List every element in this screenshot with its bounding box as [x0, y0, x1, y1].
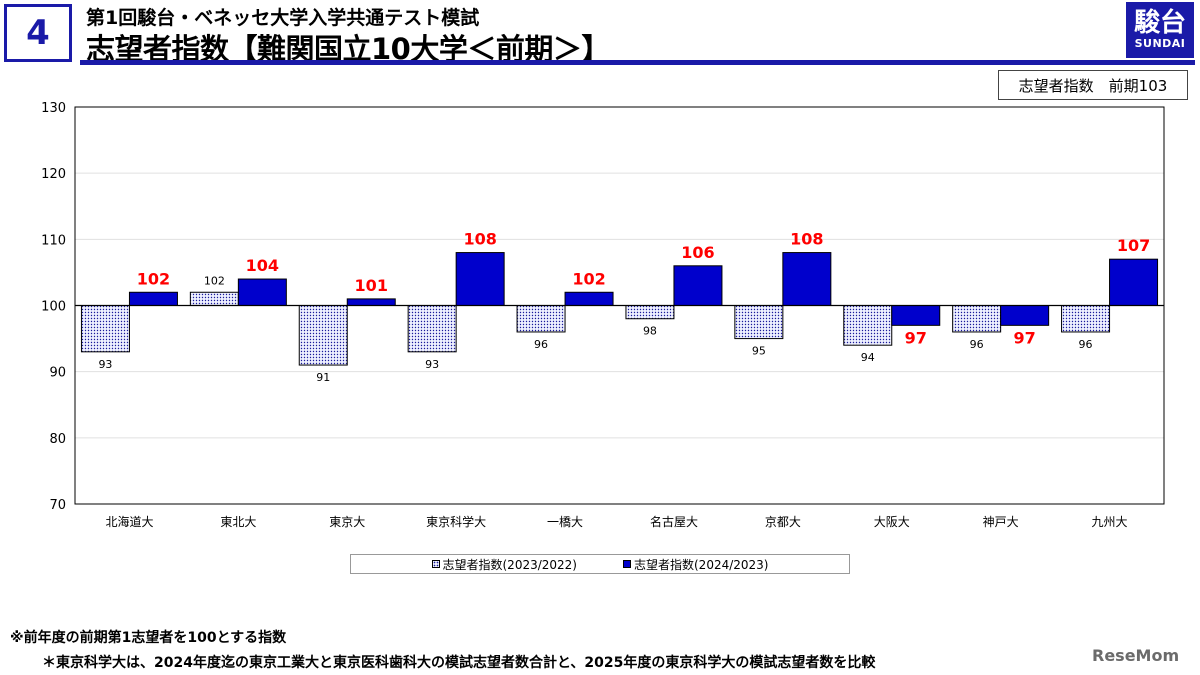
bar-2024-5	[673, 265, 723, 307]
bar-chart: 93 102 102 104 91 101 93 108 96 102 98 106 95 108 94 97…	[41, 101, 1165, 529]
bar-2023-5	[625, 305, 675, 320]
data-label-2023-4: 96	[534, 338, 548, 351]
bar-2024-4	[564, 291, 614, 306]
header-rule	[80, 60, 1195, 65]
legend-label-2024: 志望者指数(2024/2023)	[634, 557, 769, 572]
bar-2024-1	[237, 278, 287, 307]
page-subtitle: 第1回駿台・ベネッセ大学入学共通テスト模試	[86, 7, 480, 29]
bar-2023-4	[516, 305, 566, 333]
x-tick-label-4: 一橋大	[547, 515, 583, 529]
slide-number: 4	[4, 4, 72, 62]
y-tick-label-130: 130	[41, 101, 66, 116]
legend-swatch-solid	[623, 560, 631, 568]
data-label-2024-3: 108	[463, 230, 496, 249]
data-label-2023-9: 96	[1079, 338, 1093, 351]
labels-layer: 93 102 102 104 91 101 93 108 96 102 98 106 95 108 94 97…	[98, 230, 1150, 384]
bar-2023-8	[952, 305, 1002, 333]
x-tick-label-7: 大阪大	[874, 515, 910, 529]
bar-2024-9	[1109, 258, 1159, 306]
data-label-2023-8: 96	[970, 338, 984, 351]
data-label-2024-2: 101	[355, 276, 388, 295]
data-label-2023-5: 98	[643, 325, 657, 338]
data-label-2023-3: 93	[425, 358, 439, 371]
axis-layer: 70 80 90 100 110 120 130 北海道大 東北大 東京大 東京科学大 一橋大 名古屋大…	[41, 101, 1165, 529]
x-tick-label-2: 東京大	[329, 515, 365, 529]
bar-2024-2	[346, 298, 396, 306]
resemom-watermark: ReseMom	[1092, 646, 1180, 665]
bar-2024-8	[1000, 305, 1050, 326]
data-label-2023-2: 91	[316, 371, 330, 384]
y-tick-label-120: 120	[41, 167, 66, 182]
x-tick-label-5: 名古屋大	[650, 514, 698, 529]
data-label-2024-0: 102	[137, 269, 170, 288]
data-label-2024-6: 108	[790, 230, 823, 249]
bar-2023-1	[189, 291, 239, 306]
x-tick-label-9: 九州大	[1092, 515, 1128, 529]
y-tick-label-90: 90	[49, 366, 66, 381]
data-label-2024-1: 104	[246, 256, 279, 275]
bar-2024-6	[782, 252, 832, 306]
data-label-2024-4: 102	[572, 269, 605, 288]
data-label-2024-7: 97	[905, 328, 927, 347]
data-label-2024-9: 107	[1117, 236, 1150, 255]
bar-2023-9	[1061, 305, 1111, 333]
bars-layer	[80, 252, 1159, 366]
logo-main-text: 駿台	[1133, 8, 1186, 38]
y-tick-label-70: 70	[49, 498, 66, 513]
x-tick-label-6: 京都大	[765, 515, 801, 529]
bar-2023-7	[843, 305, 893, 346]
bar-2024-3	[455, 252, 505, 306]
sundai-logo: 駿台 SUNDAI	[1126, 2, 1194, 58]
x-tick-label-3: 東京科学大	[426, 514, 486, 529]
data-label-2024-8: 97	[1014, 328, 1036, 347]
logo-sub-text: SUNDAI	[1134, 37, 1186, 50]
data-label-2023-7: 94	[861, 351, 875, 364]
x-tick-label-0: 北海道大	[105, 514, 153, 529]
y-tick-label-80: 80	[49, 432, 66, 447]
data-label-2023-6: 95	[752, 345, 766, 358]
bar-2024-7	[891, 305, 941, 326]
chart-legend: 志望者指数(2023/2022) 志望者指数(2024/2023)	[350, 554, 850, 574]
bar-2023-0	[80, 305, 130, 353]
legend-label-2023: 志望者指数(2023/2022)	[442, 557, 578, 572]
x-tick-label-1: 東北大	[220, 515, 256, 529]
footnote-index-definition: ※前年度の前期第1志望者を100とする指数	[10, 630, 287, 646]
bar-2024-0	[128, 291, 178, 306]
legend-item-2024: 志望者指数(2024/2023)	[623, 556, 769, 573]
data-label-2024-5: 106	[681, 243, 714, 262]
summary-box: 志望者指数 前期103	[998, 70, 1188, 100]
x-tick-label-8: 神戸大	[983, 515, 1019, 529]
bar-2023-2	[298, 305, 348, 366]
footnote-kagaku-dai: ＊東京科学大は、2024年度迄の東京工業大と東京医科歯科大の模試志望者数合計と、…	[42, 655, 876, 671]
bar-2023-6	[734, 305, 784, 340]
bar-2023-3	[407, 305, 457, 353]
data-label-2023-1: 102	[204, 274, 225, 287]
y-tick-label-100: 100	[41, 300, 66, 315]
y-tick-label-110: 110	[41, 233, 66, 248]
data-label-2023-0: 93	[98, 358, 112, 371]
legend-swatch-dotted	[431, 560, 440, 568]
legend-item-2023: 志望者指数(2023/2022)	[431, 556, 578, 573]
